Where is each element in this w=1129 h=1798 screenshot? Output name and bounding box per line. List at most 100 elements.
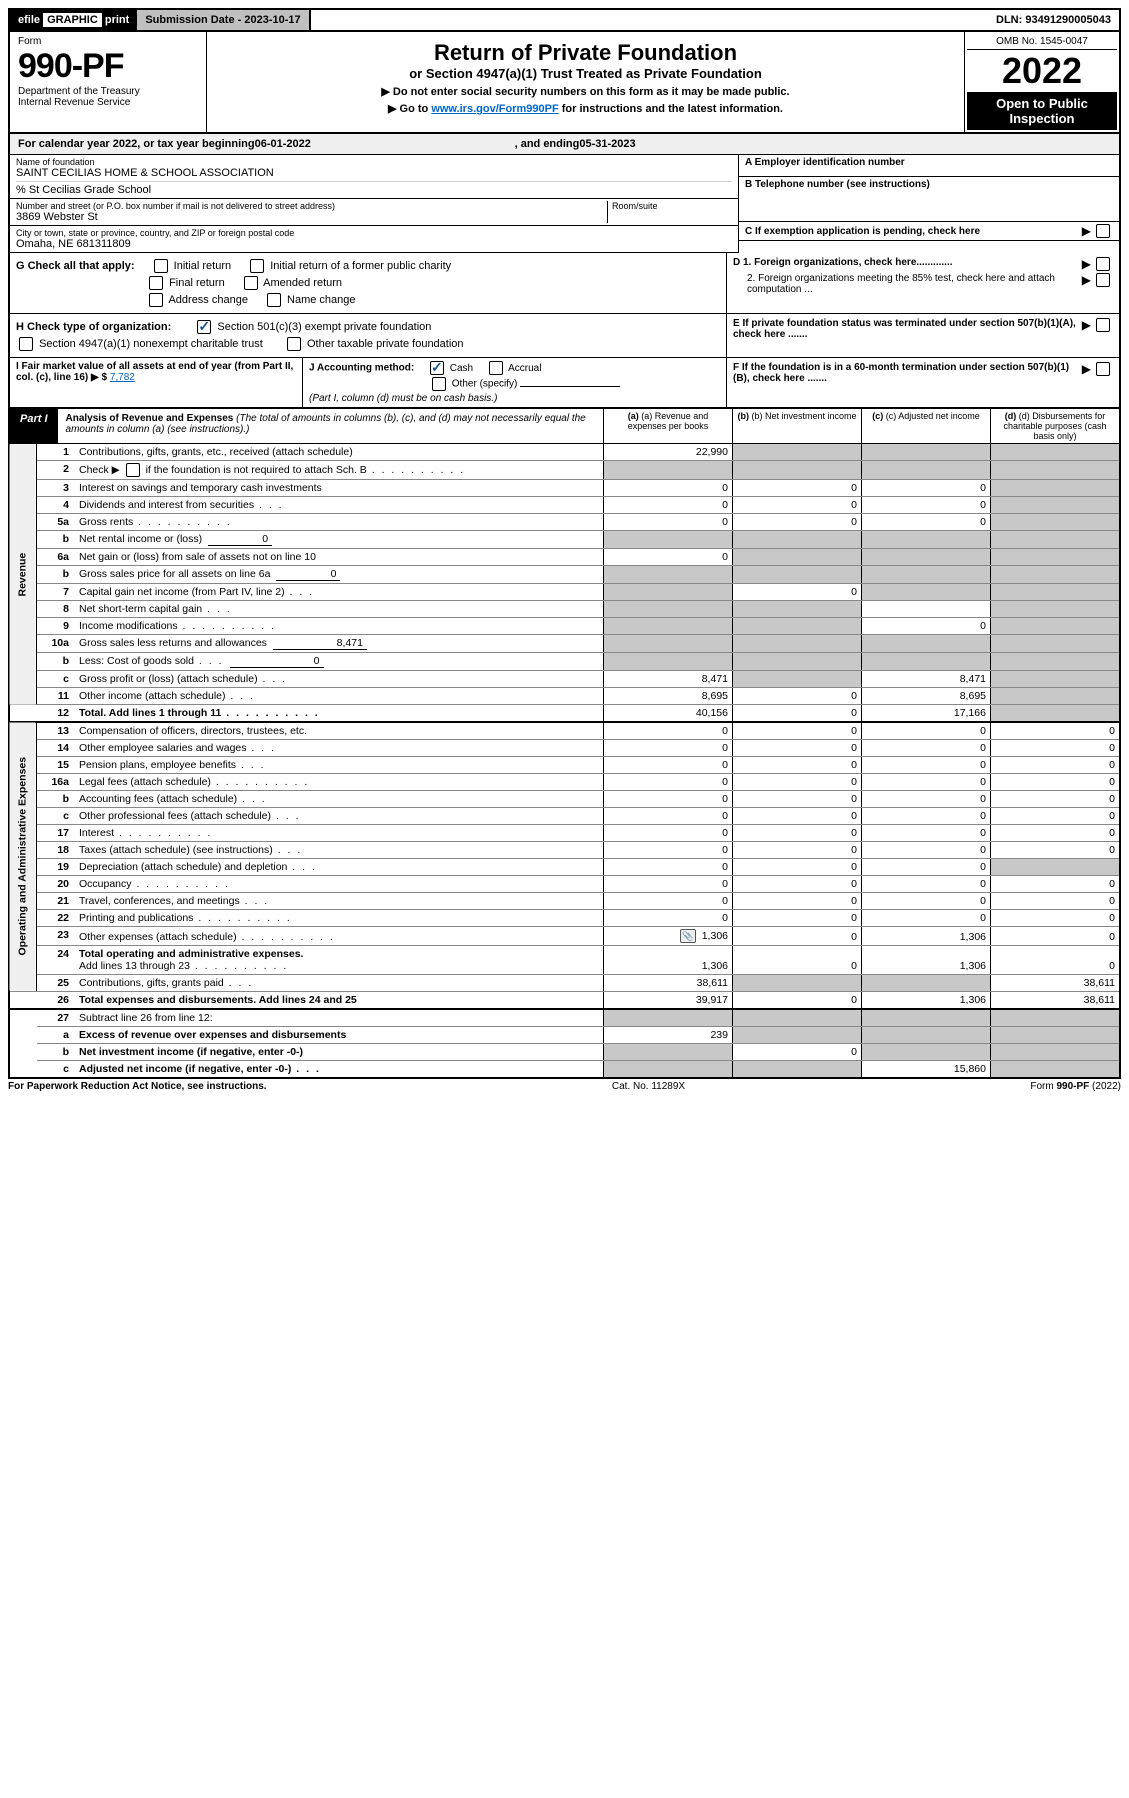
line-27b: b Net investment income (if negative, en… <box>9 1044 1120 1061</box>
name-change-checkbox[interactable] <box>267 293 281 307</box>
city-label: City or town, state or province, country… <box>16 228 732 238</box>
h2-label: Section 4947(a)(1) nonexempt charitable … <box>39 338 263 350</box>
line-5b: b Net rental income or (loss)0 <box>9 531 1120 549</box>
initial-former-label: Initial return of a former public charit… <box>270 260 451 272</box>
addr-change-checkbox[interactable] <box>149 293 163 307</box>
other-checkbox[interactable] <box>432 377 446 391</box>
line-27c: c Adjusted net income (if negative, ente… <box>9 1061 1120 1079</box>
c-row: C If exemption application is pending, c… <box>739 222 1119 241</box>
h1-label: Section 501(c)(3) exempt private foundat… <box>217 321 431 333</box>
amended-checkbox[interactable] <box>244 276 258 290</box>
final-checkbox[interactable] <box>149 276 163 290</box>
h2-checkbox[interactable] <box>19 337 33 351</box>
phone-label: B Telephone number (see instructions) <box>745 179 1113 190</box>
g-d-row: G Check all that apply: Initial return I… <box>8 253 1121 314</box>
final-label: Final return <box>169 277 225 289</box>
line-25: 25 Contributions, gifts, grants paid 38,… <box>9 975 1120 992</box>
dln-value: 93491290005043 <box>1025 14 1111 26</box>
j-note: (Part I, column (d) must be on cash basi… <box>309 393 720 404</box>
6b-inline: 0 <box>276 568 340 581</box>
line-8: 8 Net short-term capital gain <box>9 601 1120 618</box>
d1-checkbox[interactable] <box>1096 257 1110 271</box>
part1-header: Part I Analysis of Revenue and Expenses … <box>8 409 1121 444</box>
h1-checkbox[interactable] <box>197 320 211 334</box>
ein-label: A Employer identification number <box>745 157 1113 168</box>
top-bar: efile GRAPHIC print Submission Date - 20… <box>8 8 1121 32</box>
expenses-side-label: Operating and Administrative Expenses <box>9 722 37 992</box>
part1-table: Revenue 1 Contributions, gifts, grants, … <box>8 444 1121 1079</box>
d-section: D 1. Foreign organizations, check here..… <box>727 253 1119 313</box>
f-label: F If the foundation is in a 60-month ter… <box>733 362 1080 384</box>
instr2-prefix: ▶ Go to <box>388 103 431 115</box>
line-10b: b Less: Cost of goods sold0 <box>9 653 1120 671</box>
line-18: 18 Taxes (attach schedule) (see instruct… <box>9 842 1120 859</box>
line-7: 7 Capital gain net income (from Part IV,… <box>9 584 1120 601</box>
f-checkbox[interactable] <box>1096 362 1110 376</box>
efile-block[interactable]: efile GRAPHIC print <box>10 10 137 30</box>
line-1: Revenue 1 Contributions, gifts, grants, … <box>9 444 1120 461</box>
amended-label: Amended return <box>263 277 342 289</box>
arrow-icon: ▶ <box>1082 224 1091 238</box>
street-address: 3869 Webster St <box>16 211 607 223</box>
cal-begin: 06-01-2022 <box>255 138 311 150</box>
accrual-checkbox[interactable] <box>489 361 503 375</box>
d2-label: 2. Foreign organizations meeting the 85%… <box>733 273 1080 295</box>
line-22: 22 Printing and publications 0 0 0 0 <box>9 910 1120 927</box>
line-6a: 6a Net gain or (loss) from sale of asset… <box>9 549 1120 566</box>
open-public-2: Inspection <box>971 111 1113 126</box>
e-checkbox[interactable] <box>1096 318 1110 332</box>
open-public: Open to Public Inspection <box>967 92 1117 130</box>
schb-checkbox[interactable] <box>126 463 140 477</box>
line-10a: 10a Gross sales less returns and allowan… <box>9 635 1120 653</box>
line-9: 9 Income modifications 0 <box>9 618 1120 635</box>
d2-checkbox[interactable] <box>1096 273 1110 287</box>
city-state-zip: Omaha, NE 681311809 <box>16 238 732 250</box>
e-section: E If private foundation status was termi… <box>727 314 1119 357</box>
accrual-label: Accrual <box>508 363 541 374</box>
line-27a: a Excess of revenue over expenses and di… <box>9 1027 1120 1044</box>
part1-desc: Analysis of Revenue and Expenses (The to… <box>58 409 603 443</box>
part1-label: Part I <box>10 409 58 443</box>
h3-label: Other taxable private foundation <box>307 338 464 350</box>
line-6b: b Gross sales price for all assets on li… <box>9 566 1120 584</box>
ij-section: I Fair market value of all assets at end… <box>10 358 727 407</box>
form-number: 990-PF <box>18 47 198 86</box>
line-16b: b Accounting fees (attach schedule) 0 0 … <box>9 791 1120 808</box>
h3-checkbox[interactable] <box>287 337 301 351</box>
footer-left: For Paperwork Reduction Act Notice, see … <box>8 1081 267 1092</box>
line-11: 11 Other income (attach schedule) 8,695 … <box>9 688 1120 705</box>
cash-checkbox[interactable] <box>430 361 444 375</box>
efile-print: print <box>105 14 129 26</box>
instr-link-row: ▶ Go to www.irs.gov/Form990PF for instru… <box>215 102 956 115</box>
dln-block: DLN: 93491290005043 <box>988 10 1119 30</box>
form-header: Form 990-PF Department of the Treasury I… <box>8 32 1121 134</box>
attach-icon[interactable]: 📎 <box>680 929 696 943</box>
care-of: % St Cecilias Grade School <box>16 181 732 196</box>
line-23: 23 Other expenses (attach schedule) 📎 1,… <box>9 927 1120 946</box>
line-24: 24 Total operating and administrative ex… <box>9 946 1120 975</box>
dept-irs: Internal Revenue Service <box>18 97 198 108</box>
submission-label: Submission Date - <box>145 14 244 26</box>
dept-treasury: Department of the Treasury <box>18 86 198 97</box>
initial-checkbox[interactable] <box>154 259 168 273</box>
d1-label: D 1. Foreign organizations, check here..… <box>733 257 1080 271</box>
c-checkbox[interactable] <box>1096 224 1110 238</box>
j-label: J Accounting method: <box>309 363 414 374</box>
instr2-suffix: for instructions and the latest informat… <box>559 103 783 115</box>
h-label: H Check type of organization: <box>16 321 171 333</box>
g-section: G Check all that apply: Initial return I… <box>10 253 727 313</box>
entity-info: Name of foundation SAINT CECILIAS HOME &… <box>8 155 1121 253</box>
ij-f-row: I Fair market value of all assets at end… <box>8 358 1121 409</box>
header-right: OMB No. 1545-0047 2022 Open to Public In… <box>964 32 1119 132</box>
footer-center: Cat. No. 11289X <box>612 1081 685 1092</box>
line-16a: 16a Legal fees (attach schedule) 0 0 0 0 <box>9 774 1120 791</box>
line-2: 2 Check ▶ if the foundation is not requi… <box>9 461 1120 480</box>
addr-label: Number and street (or P.O. box number if… <box>16 201 607 211</box>
dln-label: DLN: <box>996 14 1025 26</box>
initial-former-checkbox[interactable] <box>250 259 264 273</box>
omb-number: OMB No. 1545-0047 <box>967 34 1117 50</box>
h-section: H Check type of organization: Section 50… <box>10 314 727 357</box>
instr-link[interactable]: www.irs.gov/Form990PF <box>431 103 558 115</box>
line-10c: c Gross profit or (loss) (attach schedul… <box>9 671 1120 688</box>
fmv-value[interactable]: 7,782 <box>110 372 135 383</box>
